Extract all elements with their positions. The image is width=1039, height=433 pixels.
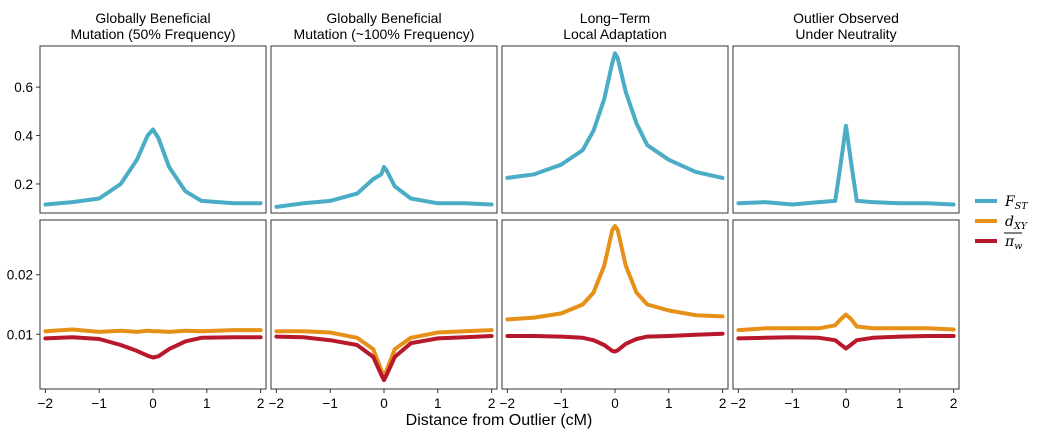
x-tick-label: 1: [434, 396, 442, 411]
panel-frame: [732, 219, 960, 390]
x-tick-label: −2: [38, 396, 53, 411]
y-tick-label: 0.4: [14, 129, 33, 144]
x-tick-label: 2: [950, 396, 958, 411]
panel-frame: [501, 45, 729, 214]
x-tick-label: −2: [500, 396, 515, 411]
series-line-dxy: [736, 312, 956, 333]
series-line-pi: [43, 335, 263, 360]
x-tick-label: −1: [322, 396, 337, 411]
legend-label-main: π: [1004, 234, 1015, 250]
x-tick-label: −1: [91, 396, 106, 411]
panel-title: Long−Term: [580, 10, 650, 26]
panel-title: Under Neutrality: [795, 26, 896, 42]
panel-title: Mutation (~100% Frequency): [294, 26, 475, 42]
x-tick-label: 1: [203, 396, 211, 411]
x-tick-label: 0: [380, 396, 388, 411]
x-tick-label: 2: [488, 396, 496, 411]
legend-label-main: F: [1004, 194, 1016, 210]
series-line-dxy: [43, 327, 263, 334]
x-tick-label: −1: [784, 396, 799, 411]
panel-frame: [270, 45, 498, 214]
legend-label-main: d: [1005, 214, 1014, 230]
x-axis-title: Distance from Outlier (cM): [406, 412, 593, 429]
y-tick-label: 0.6: [14, 80, 33, 95]
panel-title: Globally Beneficial: [326, 10, 441, 26]
x-tick-label: 0: [611, 396, 619, 411]
legend-label-dxy: dXY: [1005, 214, 1029, 232]
panel-title: Mutation (50% Frequency): [71, 26, 236, 42]
series-line-dxy: [505, 224, 725, 322]
x-tick-label: −2: [731, 396, 746, 411]
panel-title: Local Adaptation: [563, 26, 667, 42]
legend-label-subscript: w: [1014, 241, 1022, 252]
x-tick-label: 0: [149, 396, 157, 411]
series-line-pi: [505, 331, 725, 354]
panel-frame: [501, 219, 729, 390]
x-tick-label: 0: [842, 396, 850, 411]
series-line-fst: [274, 165, 494, 209]
panel-frame: [270, 219, 498, 390]
legend-label-subscript: XY: [1013, 221, 1029, 232]
x-tick-label: 1: [896, 396, 904, 411]
x-tick-label: −2: [269, 396, 284, 411]
legend-label-subscript: ST: [1015, 201, 1029, 212]
x-tick-label: 1: [665, 396, 673, 411]
y-tick-label: 0.01: [7, 327, 33, 342]
legend-label-pi: πw: [1004, 234, 1022, 252]
panel-title: Globally Beneficial: [95, 10, 210, 26]
x-tick-label: −1: [553, 396, 568, 411]
series-line-fst: [43, 127, 263, 207]
panel-frame: [39, 219, 267, 390]
series-line-pi: [274, 334, 494, 383]
series-line-pi: [736, 334, 956, 351]
y-tick-label: 0.2: [14, 177, 33, 192]
x-tick-label: 2: [719, 396, 727, 411]
y-tick-label: 0.02: [7, 268, 33, 283]
series-line-fst: [505, 51, 725, 180]
x-tick-label: 2: [257, 396, 265, 411]
legend-label-fst: FST: [1004, 194, 1028, 212]
series-line-fst: [736, 123, 956, 207]
panel-title: Outlier Observed: [793, 10, 899, 26]
